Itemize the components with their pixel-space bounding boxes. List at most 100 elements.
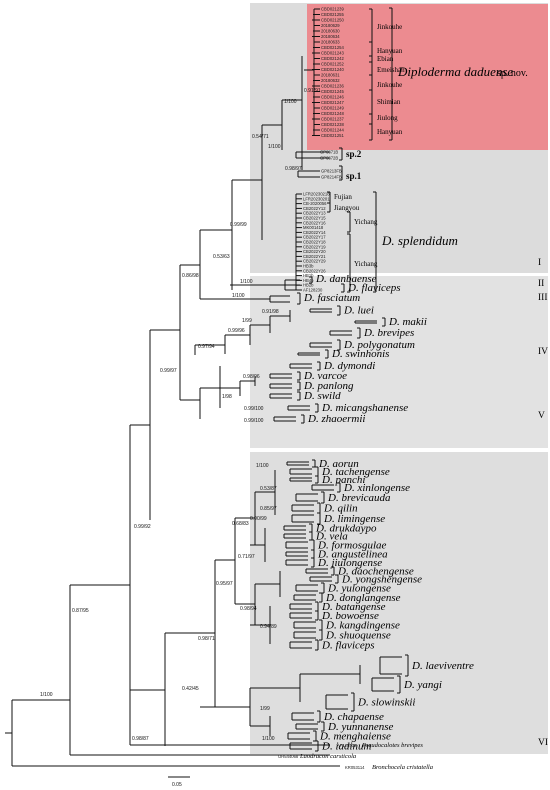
clade-label: III xyxy=(538,293,548,303)
species-label: D. brevipes xyxy=(363,327,414,339)
species-label: D. laeviventre xyxy=(411,660,474,672)
locality-label: Jiulong xyxy=(377,114,398,122)
sample-label: HB1b xyxy=(303,273,314,278)
support-value: 0.86/98 xyxy=(182,273,199,279)
sample-label: GP6871B xyxy=(320,150,338,155)
support-value: 0.98/97 xyxy=(285,166,302,172)
support-value: 0.42/45 xyxy=(182,686,199,692)
outgroup-accession: KR053114 xyxy=(345,765,365,770)
sample-label: CB2022Y16 xyxy=(303,220,326,225)
support-value: 0.53/63 xyxy=(213,254,230,260)
locality-label: Shimian xyxy=(377,98,401,106)
species-label: D. polygonatum xyxy=(343,339,415,351)
locality-label: Ebian xyxy=(377,55,394,63)
sample-label: CBD021244 xyxy=(321,128,344,133)
species-label: D. batangense xyxy=(321,601,386,613)
clade-panel-II-V xyxy=(250,276,548,448)
sample-label: 20180629 xyxy=(321,23,340,28)
support-value: 0.87/95 xyxy=(72,608,89,614)
locality-label: Jinkouhe xyxy=(377,23,402,31)
clade-label: IV xyxy=(538,347,548,357)
species-label: D. varcoe xyxy=(303,370,347,382)
support-value: 0.98/71 xyxy=(198,636,215,642)
species-label: D. brevicauda xyxy=(327,492,391,504)
sample-label: HB2b xyxy=(303,283,314,288)
sample-label: CB2022Y15 xyxy=(303,216,326,221)
sample-label: CBD021254 xyxy=(321,45,344,50)
outgroup-name: Bronchocela cristatella xyxy=(372,764,433,771)
locality-label: Yichang xyxy=(354,260,378,268)
sample-label: CB2022Y18 xyxy=(303,240,326,245)
sample-label: CBD021246 xyxy=(321,95,344,100)
sample-label: CB2022Y26 xyxy=(303,268,326,273)
sample-label: CB2022Y29 xyxy=(303,259,326,264)
species-label: D. jiulongense xyxy=(317,557,382,569)
sample-label: CBD021255 xyxy=(321,12,344,17)
sample-label: CBD021248 xyxy=(321,111,344,116)
species-label: D. fasciatum xyxy=(303,292,360,304)
clade-label: II xyxy=(538,279,544,289)
species-label: D. drukdaypo xyxy=(315,523,377,535)
species-label: D. flaviceps xyxy=(347,282,401,294)
support-value: 1/100 xyxy=(232,293,245,299)
support-value: 0.99/100 xyxy=(244,406,264,412)
support-value: 0.68/83 xyxy=(232,521,249,527)
species-label: D. limingense xyxy=(323,513,385,525)
sample-label: 20180634 xyxy=(321,34,340,39)
species-label: D. angustelinea xyxy=(317,549,388,561)
support-value: 0.97/94 xyxy=(198,344,215,350)
support-value: 0.99/96 xyxy=(228,328,245,334)
sample-label: 20180633 xyxy=(321,40,340,45)
sample-label: CB2022Y21 xyxy=(303,254,326,259)
species-label: D. chapaense xyxy=(323,711,384,723)
novel-species-highlight xyxy=(307,4,548,150)
sample-label: CB2022Y13 xyxy=(303,211,326,216)
sample-label: CB2022Y20 xyxy=(303,249,326,254)
species-label: D. micangshanense xyxy=(321,402,408,414)
sp1-label: sp.1 xyxy=(346,171,362,181)
locality-label: Hanyuan xyxy=(377,47,403,55)
sample-label: CBD021236 xyxy=(321,84,344,89)
support-value: 0.91/91 xyxy=(304,88,321,94)
support-value: 1/100 xyxy=(284,99,297,105)
species-label: D. shuoquense xyxy=(325,630,391,642)
species-label: D. tachengense xyxy=(321,466,390,478)
species-label: D. danbaense xyxy=(315,273,377,285)
support-value: 0.95/97 xyxy=(216,581,233,587)
support-value: 1/100 xyxy=(262,736,275,742)
species-label: D. yangi xyxy=(403,679,442,691)
locality-label: Fujian xyxy=(334,193,352,201)
species-label: D. dymondi xyxy=(323,360,375,372)
clade-label: V xyxy=(538,411,545,421)
sample-label: 20180632 xyxy=(321,78,340,83)
sample-label: GP6872B xyxy=(320,156,338,161)
novel-species-suffix: sp. nov. xyxy=(497,68,528,79)
outgroup-name: Laodracon carsticola xyxy=(299,753,356,760)
sample-label: CB2022Y12 xyxy=(303,206,326,211)
locality-label: Hanyuan xyxy=(377,128,403,136)
sample-label: CBD021240 xyxy=(321,67,344,72)
sample-label: HB3b xyxy=(303,264,314,269)
sample-label: LFR20230201 xyxy=(303,196,330,201)
clade-panel-VI xyxy=(250,452,548,754)
sample-label: 20180631 xyxy=(321,73,340,78)
sample-label: CBD021245 xyxy=(321,89,344,94)
support-value: 0.85/97 xyxy=(260,506,277,512)
locality-label: Jinkouhe xyxy=(377,81,402,89)
scale-label: 0.05 xyxy=(172,782,182,788)
outgroup-accession: AF128502 xyxy=(337,743,357,748)
clade-label: I xyxy=(538,258,541,268)
clade-label: VI xyxy=(538,738,548,748)
species-label: D. daochengense xyxy=(337,566,414,578)
support-value: 0.99/92 xyxy=(134,524,151,530)
sample-label: GP8214FB xyxy=(321,175,342,180)
support-value: 0.98/87 xyxy=(132,736,149,742)
support-value: 0.98/96 xyxy=(243,374,260,380)
species-label: D. kangdingense xyxy=(325,620,400,632)
support-value: 1/99 xyxy=(242,318,252,324)
sample-label: CB2022Y17 xyxy=(303,235,326,240)
support-value: 0.99/99 xyxy=(230,222,247,228)
support-value: 0.98/94 xyxy=(240,606,257,612)
support-value: 0.91/98 xyxy=(262,309,279,315)
